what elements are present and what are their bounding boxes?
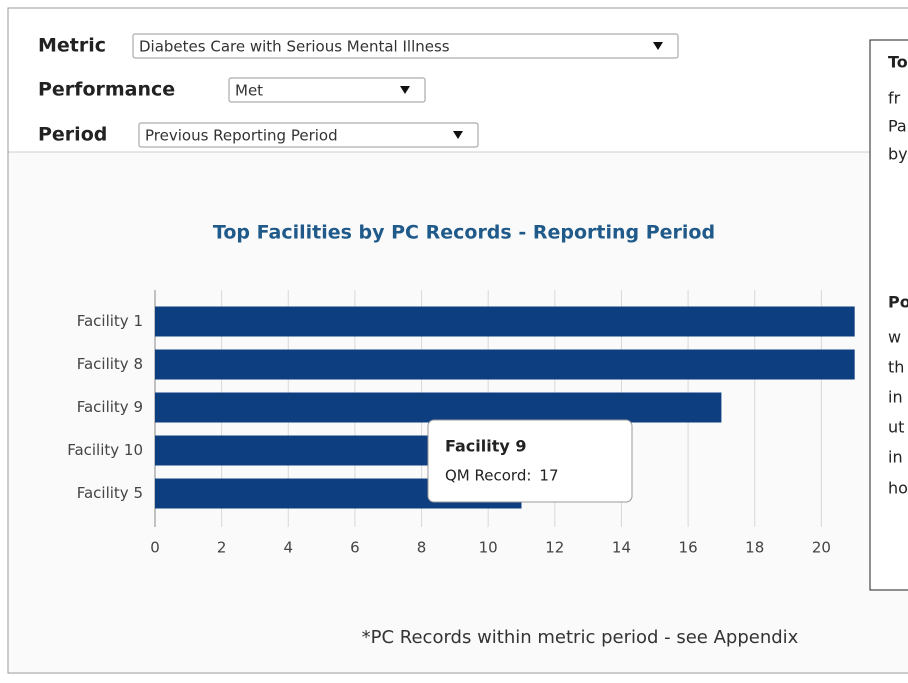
note-line: by <box>888 145 908 164</box>
chart-title: Top Facilities by PC Records - Reporting… <box>213 222 715 244</box>
dropdown-value: Met <box>235 82 263 100</box>
chart: Top Facilities by PC Records - Reporting… <box>67 222 897 649</box>
x-tick-label: 8 <box>417 539 427 557</box>
footnote: *PC Records within metric period - see A… <box>362 627 799 648</box>
note-box: To fr Pa by Po w th in ut in ho <box>869 39 908 591</box>
note-line: ut <box>888 418 904 437</box>
control-label: Performance <box>38 79 175 101</box>
note-line: ho <box>888 479 908 498</box>
x-tick-label: 0 <box>150 539 160 557</box>
x-tick-label: 10 <box>479 539 498 557</box>
dropdown[interactable] <box>138 122 479 148</box>
dropdown[interactable] <box>228 77 426 103</box>
tooltip-label: QM Record: <box>445 467 531 485</box>
dropdown-value: Diabetes Care with Serious Mental Illnes… <box>139 38 450 56</box>
x-tick-label: 12 <box>545 539 564 557</box>
x-tick-label: 2 <box>217 539 227 557</box>
note-line: Pa <box>888 117 907 136</box>
tooltip-title: Facility 9 <box>445 437 527 456</box>
dropdown-arrow <box>653 42 663 50</box>
dropdown-value: Previous Reporting Period <box>145 127 338 145</box>
dropdown-arrow <box>453 131 463 139</box>
bar <box>155 349 855 380</box>
x-tick-label: 20 <box>812 539 831 557</box>
note-line: fr <box>888 89 901 108</box>
controls: Metric Diabetes Care with Serious Mental … <box>38 33 679 148</box>
x-tick-label: 18 <box>745 539 764 557</box>
bar <box>155 392 722 423</box>
note-line: w <box>888 328 901 347</box>
x-tick-label: 6 <box>350 539 360 557</box>
frame <box>7 7 908 674</box>
bar <box>155 306 855 337</box>
tooltip-value: 17 <box>539 467 558 485</box>
note-line: Po <box>888 293 908 312</box>
note-line: in <box>888 388 903 407</box>
dropdown-arrow <box>400 86 410 94</box>
note-line: th <box>888 358 904 377</box>
y-tick-label: Facility 10 <box>67 441 143 459</box>
y-tick-label: Facility 8 <box>77 355 143 373</box>
y-tick-label: Facility 5 <box>77 484 143 502</box>
tooltip <box>427 419 633 503</box>
y-tick-label: Facility 1 <box>77 312 143 330</box>
note-frame <box>869 39 908 591</box>
note-line: in <box>888 448 903 467</box>
control-label: Period <box>38 124 107 146</box>
x-tick-label: 16 <box>679 539 698 557</box>
dropdown[interactable] <box>132 33 679 59</box>
x-tick-label: 14 <box>612 539 631 557</box>
control-label: Metric <box>38 35 106 57</box>
note-line: To <box>888 53 908 72</box>
x-tick-label: 4 <box>283 539 293 557</box>
y-tick-label: Facility 9 <box>77 398 143 416</box>
